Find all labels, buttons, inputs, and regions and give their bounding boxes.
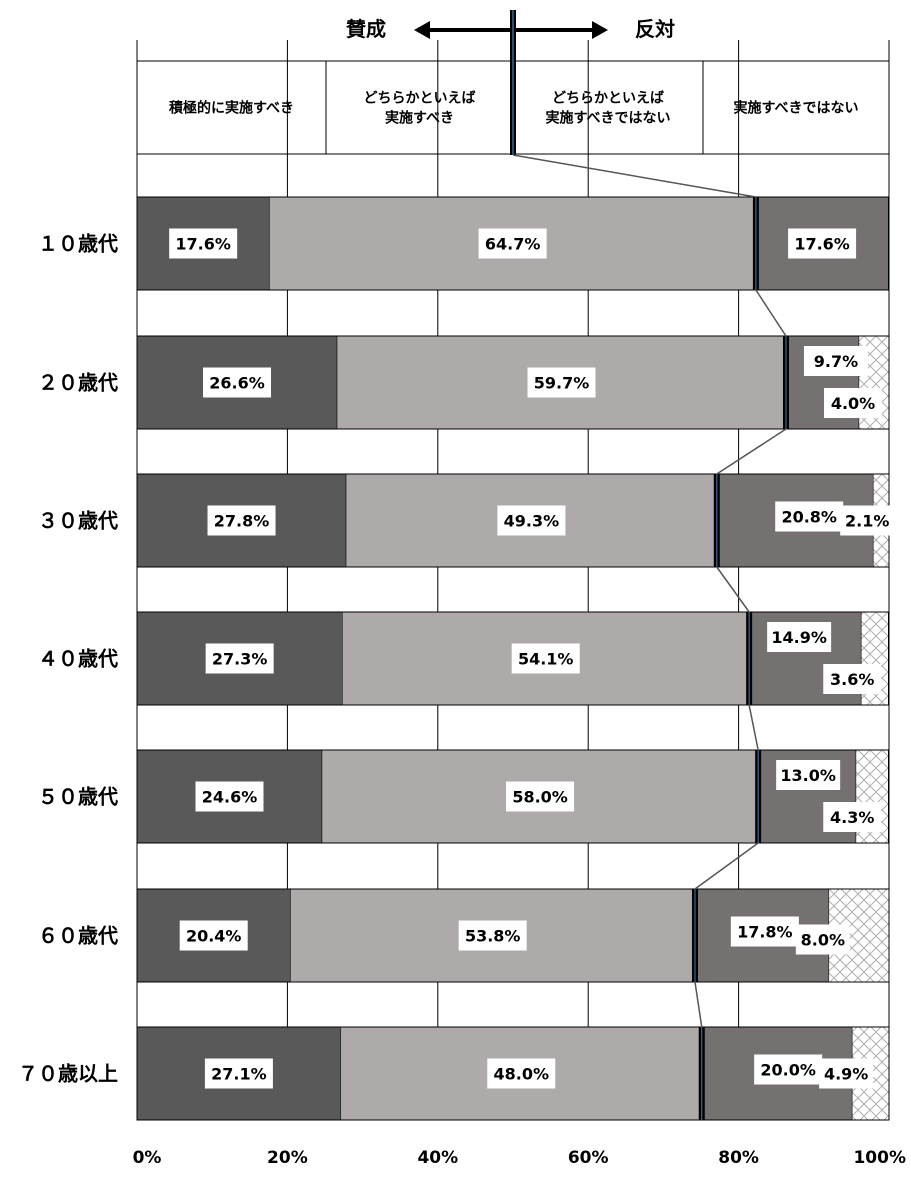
category-label: １０歳代	[38, 232, 118, 256]
support-oppose-header: 賛成 反対	[346, 17, 675, 41]
data-label-box	[204, 1058, 273, 1089]
category-label: ４０歳代	[38, 647, 118, 671]
data-label: 49.3%	[504, 512, 560, 531]
data-label: 20.4%	[186, 927, 242, 946]
x-axis-ticks: 0% 20% 40% 60% 80% 100%	[133, 1148, 906, 1168]
category-label: ３０歳代	[38, 509, 118, 533]
boundary-connector	[755, 289, 787, 337]
x-tick-label: 100%	[853, 1148, 906, 1168]
data-label-box	[767, 622, 832, 652]
data-label-box	[823, 802, 882, 832]
boundary-line	[510, 10, 789, 1120]
boundary-connector	[694, 981, 703, 1028]
category-label: ２０歳代	[38, 371, 118, 395]
bar-outline	[136, 1026, 890, 1121]
legend-item-1: 実施すべき	[385, 110, 454, 127]
data-label-box	[840, 505, 895, 536]
data-label-box	[458, 920, 527, 951]
legend-item-2: 実施すべきではない	[545, 110, 670, 127]
data-label-box	[527, 367, 596, 398]
x-tick-label: 60%	[568, 1148, 609, 1168]
data-label: 54.1%	[518, 650, 574, 669]
data-label: 26.6%	[209, 374, 265, 393]
category-label: ５０歳代	[38, 785, 118, 809]
data-label: 3.6%	[830, 670, 874, 689]
data-label: 17.8%	[737, 923, 793, 942]
data-labels: 17.6% 64.7% 17.6% 26.6% 59.7% 9.7% 4.0% 27.8% 49…	[169, 228, 895, 1089]
data-label-box	[788, 228, 857, 259]
category-label: ６０歳代	[38, 924, 118, 948]
data-label: 14.9%	[771, 628, 827, 647]
data-label-box	[776, 760, 841, 790]
data-label: 20.8%	[781, 508, 837, 527]
data-label: 27.3%	[212, 650, 268, 669]
data-label: 24.6%	[202, 788, 258, 807]
data-label-box	[169, 228, 238, 259]
bars	[136, 196, 890, 1121]
data-label-box	[823, 664, 882, 694]
bar-outline	[136, 611, 890, 706]
legend-item-1: どちらかといえば	[364, 91, 476, 107]
data-label: 27.1%	[211, 1065, 267, 1084]
legend-item-2: どちらかといえば	[552, 91, 664, 107]
data-label-box	[497, 505, 566, 536]
data-label-box	[203, 367, 272, 398]
data-label-box	[511, 643, 580, 674]
data-label-box	[207, 505, 276, 536]
data-label-box	[824, 388, 882, 418]
data-label-box	[179, 920, 248, 951]
data-label-box	[730, 916, 799, 947]
bar-outline	[136, 888, 890, 983]
data-label-box	[478, 228, 547, 259]
boundary-connector	[716, 566, 750, 613]
data-label: 4.0%	[831, 394, 875, 413]
x-tick-label: 40%	[417, 1148, 458, 1168]
data-label-box	[487, 1058, 556, 1089]
x-tick-label: 80%	[718, 1148, 759, 1168]
bar-outline	[136, 335, 890, 430]
data-label: 64.7%	[485, 235, 541, 254]
data-label-box	[506, 781, 575, 812]
data-label-box	[775, 501, 844, 532]
data-label: 8.0%	[801, 931, 845, 950]
data-label-box	[819, 1058, 874, 1089]
bar-outline	[136, 196, 890, 291]
legend-item-0: 積極的に実施すべき	[168, 100, 294, 117]
bar-outline	[136, 749, 890, 844]
oppose-label: 反対	[635, 17, 675, 41]
x-tick-label: 0%	[133, 1148, 162, 1168]
data-label-box	[195, 781, 264, 812]
x-tick-label: 20%	[267, 1148, 308, 1168]
boundary-connector	[512, 154, 757, 198]
data-label: 4.9%	[824, 1065, 868, 1084]
data-label: 59.7%	[534, 374, 590, 393]
data-label: 13.0%	[780, 766, 836, 785]
data-label-box	[754, 1054, 823, 1085]
data-label: 17.6%	[794, 235, 850, 254]
data-label: 9.7%	[814, 352, 858, 371]
support-label: 賛成	[346, 17, 386, 41]
legend-item-3: 実施すべきではない	[733, 100, 858, 117]
boundary-connector	[694, 842, 759, 890]
data-label: 4.3%	[830, 808, 874, 827]
data-label: 2.1%	[845, 512, 889, 531]
data-label: 17.6%	[175, 235, 231, 254]
data-label-box	[803, 346, 868, 376]
data-label: 53.8%	[465, 927, 521, 946]
data-label: 27.8%	[214, 512, 270, 531]
data-label-box	[795, 924, 850, 955]
data-label-box	[205, 643, 274, 674]
category-labels: １０歳代 ２０歳代 ３０歳代 ４０歳代 ５０歳代 ６０歳代 ７０歳以上	[18, 232, 118, 1086]
category-label: ７０歳以上	[18, 1062, 118, 1086]
data-label: 48.0%	[494, 1065, 550, 1084]
data-label: 58.0%	[512, 788, 568, 807]
boundary-connector	[748, 704, 759, 751]
boundary-connector	[716, 428, 787, 475]
data-label: 20.0%	[760, 1061, 816, 1080]
